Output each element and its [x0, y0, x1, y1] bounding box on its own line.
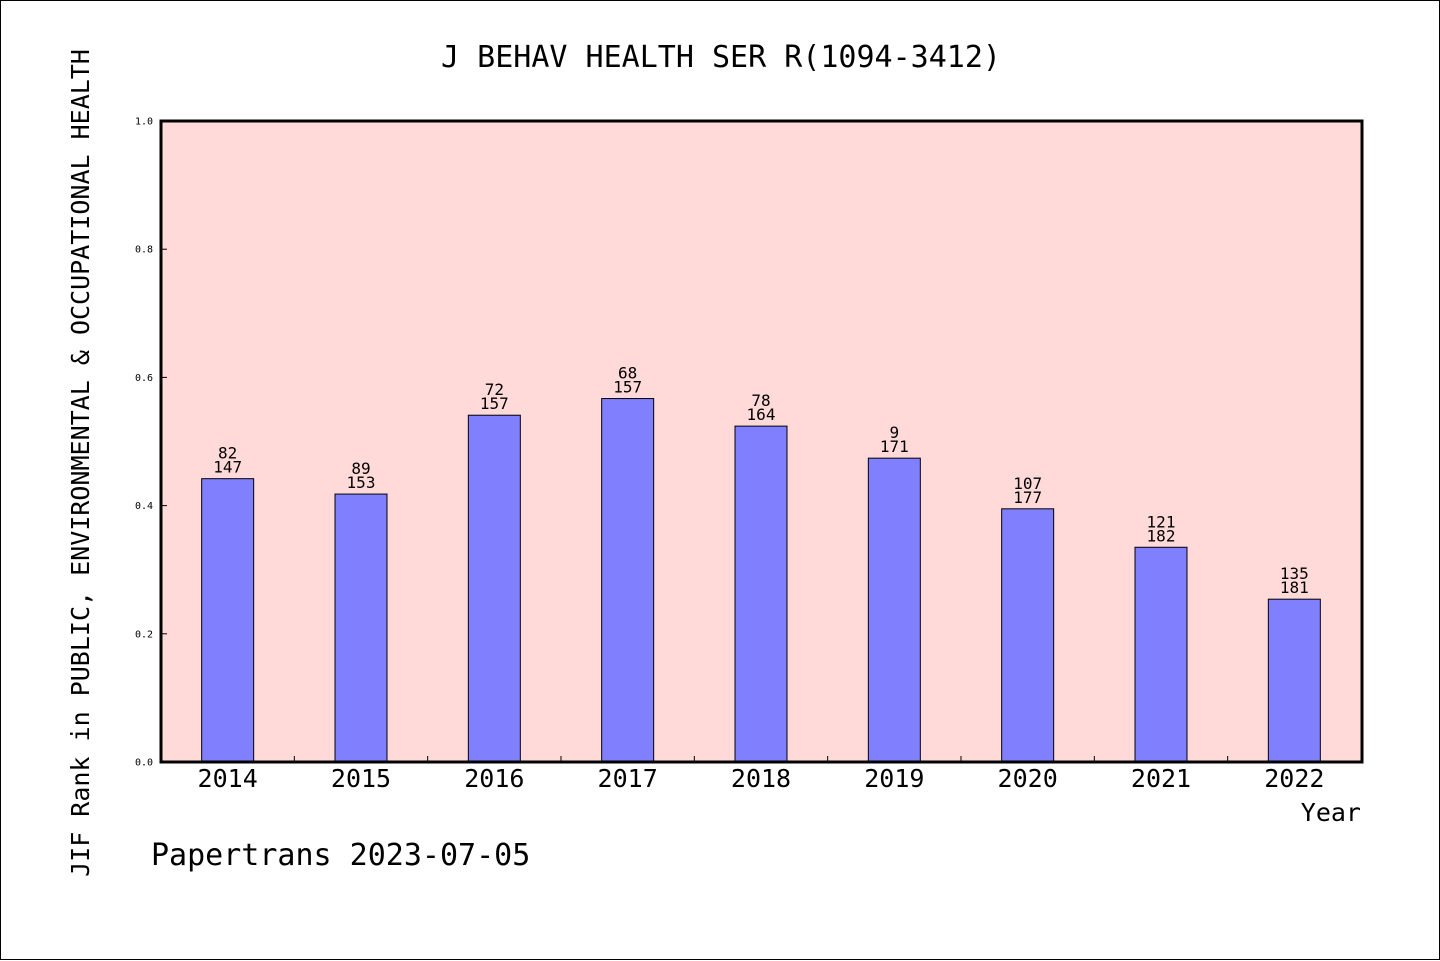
- bar-label-bottom: 153: [347, 473, 376, 492]
- x-tick-label: 2020: [998, 764, 1058, 793]
- y-tick-label: 1.0: [135, 117, 153, 128]
- bar-label-top: 68: [618, 364, 637, 383]
- x-tick-label: 2022: [1264, 764, 1324, 793]
- bar-label-bottom: 177: [1013, 488, 1042, 507]
- bar-label-top: 78: [751, 391, 770, 410]
- bar-label-top: 107: [1013, 474, 1042, 493]
- bar-label-top: 135: [1280, 564, 1309, 583]
- bar: [867, 457, 921, 763]
- x-tick-label: 2018: [731, 764, 791, 793]
- x-axis-title: Year: [1301, 798, 1361, 827]
- x-axis-ticks: 2014 2015 2016 2017 2018 2019 2020 2021 2022: [198, 756, 1324, 793]
- bar: [601, 398, 655, 763]
- y-axis-title: JIF Rank in PUBLIC, ENVIRONMENTAL & OCCU…: [66, 49, 95, 877]
- bar-label-bottom: 182: [1147, 526, 1176, 545]
- y-tick-label: 0.6: [135, 373, 153, 384]
- bar: [467, 414, 521, 763]
- plot-border: [159, 119, 1364, 764]
- bar-label-bottom: 164: [747, 405, 776, 424]
- bar-label-bottom: 157: [480, 394, 509, 413]
- bar-label-top: 82: [218, 444, 237, 463]
- bar-label-bottom: 171: [880, 437, 909, 456]
- bar-label-bottom: 181: [1280, 578, 1309, 597]
- y-tick-label: 0.0: [135, 758, 153, 769]
- bar-label-top: 121: [1147, 512, 1176, 531]
- bar: [334, 493, 388, 763]
- bar-label-top: 89: [351, 459, 370, 478]
- chart-title: J BEHAV HEALTH SER R(1094-3412): [441, 40, 1001, 75]
- x-tick-label: 2015: [331, 764, 391, 793]
- bar: [201, 478, 255, 763]
- bars: [201, 398, 1321, 763]
- y-tick-label: 0.8: [135, 245, 153, 256]
- bar-label-bottom: 157: [613, 378, 642, 397]
- x-tick-label: 2021: [1131, 764, 1191, 793]
- y-tick-label: 0.2: [135, 629, 153, 640]
- bar: [734, 425, 788, 763]
- bar: [1267, 598, 1321, 763]
- bar-label-bottom: 147: [213, 458, 242, 477]
- bar: [1134, 546, 1188, 763]
- footer-source: Papertrans 2023-07-05: [151, 838, 530, 873]
- x-tick-label: 2017: [598, 764, 658, 793]
- bar-label-top: 9: [890, 423, 900, 442]
- x-tick-label: 2019: [864, 764, 924, 793]
- bar: [1001, 508, 1055, 763]
- x-tick-label: 2014: [198, 764, 258, 793]
- x-tick-label: 2016: [464, 764, 524, 793]
- y-tick-label: 0.4: [135, 501, 153, 512]
- bar-label-top: 72: [485, 380, 504, 399]
